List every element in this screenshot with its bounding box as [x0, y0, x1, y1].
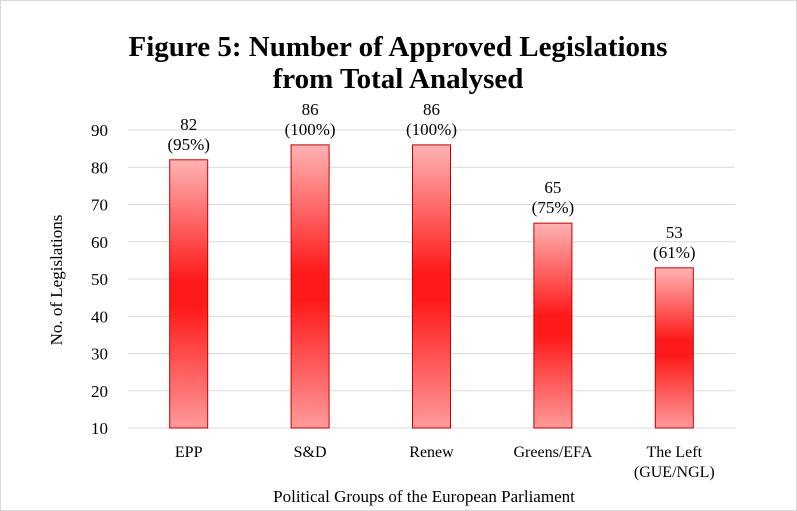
data-label: (100%) [285, 120, 336, 139]
bar [290, 144, 330, 429]
data-label: 53 [666, 223, 683, 242]
data-label: 82 [180, 115, 197, 134]
y-tick-label: 90 [91, 121, 108, 140]
category-label: Renew [409, 444, 454, 461]
y-axis-label: No. of Legislations [47, 215, 66, 346]
y-tick-label: 10 [91, 419, 108, 438]
category-label: Greens/EFA [514, 444, 593, 461]
data-label: 86 [302, 100, 319, 119]
data-label: (100%) [406, 120, 457, 139]
data-label: (95%) [167, 135, 209, 154]
chart-title-line-1: Figure 5: Number of Approved Legislation… [129, 31, 668, 63]
bars [169, 144, 694, 429]
data-label: (61%) [653, 243, 695, 262]
y-tick-label: 50 [91, 270, 108, 289]
y-tick-label: 60 [91, 233, 108, 252]
data-label: 86 [423, 100, 440, 119]
bar [169, 159, 209, 429]
category-label: (GUE/NGL) [634, 464, 715, 481]
category-label: The Left [647, 444, 703, 461]
y-tick-label: 20 [91, 382, 108, 401]
category-label: EPP [175, 444, 203, 461]
y-tick-label: 40 [91, 307, 108, 326]
y-tick-label: 70 [91, 196, 108, 215]
bar [654, 267, 694, 429]
data-labels: 82(95%)86(100%)86(100%)65(75%)53(61%) [167, 100, 695, 262]
data-label: 65 [544, 178, 561, 197]
chart-title-line-2: from Total Analysed [273, 63, 524, 95]
category-label: S&D [294, 444, 327, 461]
y-tick-label: 80 [91, 158, 108, 177]
y-axis-ticks: 90 80 70 60 50 40 30 20 10 [91, 121, 108, 438]
category-labels: EPP S&D Renew Greens/EFA The Left (GUE/NGL) [175, 444, 715, 481]
bar [412, 144, 451, 429]
x-axis-label: Political Groups of the European Parliam… [273, 487, 575, 506]
bar [533, 222, 573, 429]
y-tick-label: 30 [91, 345, 108, 364]
data-label: (75%) [532, 198, 574, 217]
